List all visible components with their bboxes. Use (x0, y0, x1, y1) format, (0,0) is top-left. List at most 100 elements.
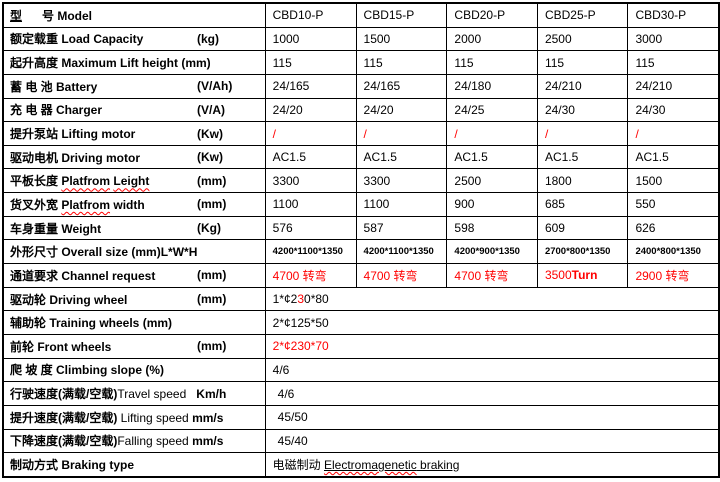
model-header-cell: CBD20-P (446, 2, 538, 28)
spec-value: 24/210 (536, 73, 629, 99)
model-header-cell: CBD25-P (536, 2, 629, 28)
table-row: 行驶速度(满载/空载)Travel speed Km/h 4/6 (2, 381, 720, 406)
spec-value: 4700 转弯 (264, 263, 357, 288)
spec-value: 550 (627, 192, 720, 217)
spec-value: 576 (264, 215, 357, 241)
spec-label-text: 提升泵站 Lifting motor (10, 127, 136, 142)
table-row: 提升速度(满载/空载) Lifting speed mm/s 45/50 (2, 404, 720, 430)
spec-label-text: 额定载重 Load Capacity (10, 32, 144, 47)
table-row: 货叉外宽 Platfrom width (mm) 1100 1100 900 685 550 (2, 192, 720, 217)
spec-label: 爬 坡 度 Climbing slope (%) (2, 357, 266, 383)
table-row: 外形尺寸 Overall size (mm)L*W*H 4200*1100*135… (2, 239, 720, 265)
spec-value: 626 (627, 215, 720, 241)
spec-label-text: 充 电 器 Charger (10, 103, 103, 118)
spec-value: 900 (446, 192, 538, 217)
spec-label: 充 电 器 Charger (V/A) (2, 97, 266, 123)
spec-value: 1100 (355, 192, 448, 217)
spec-label-text: 外形尺寸 Overall size (mm)L*W*H (10, 245, 198, 260)
table-row: 通道要求 Channel request (mm) 4700 转弯 4700 转弯 47… (2, 263, 720, 288)
spec-unit: (mm) (197, 292, 227, 306)
spec-unit: (V/Ah) (197, 79, 233, 94)
spec-value-merged: 45/50 (264, 404, 720, 430)
spec-value-merged: 4/6 (264, 357, 720, 383)
spec-value: 2900 转弯 (627, 263, 720, 288)
spec-label: 提升泵站 Lifting motor (Kw) (2, 121, 266, 146)
spec-label: 额定载重 Load Capacity (kg) (2, 26, 266, 52)
spec-value: 24/210 (627, 73, 720, 99)
spec-value-merged: 45/40 (264, 428, 720, 454)
spec-value: 1800 (536, 168, 629, 194)
spec-unit: (Kg) (197, 221, 221, 236)
spec-label: 前轮 Front wheels (mm) (2, 333, 266, 359)
spec-value: 2000 (446, 26, 538, 52)
table-row: 下降速度(满载/空载)Falling speed mm/s 45/40 (2, 428, 720, 454)
spec-value: 115 (264, 50, 357, 75)
spec-value: 587 (355, 215, 448, 241)
header-row: 型 号 Model CBD10-P CBD15-P CBD20-P CBD25-P CBD… (2, 2, 720, 28)
spec-value: 2700*800*1350 (536, 239, 629, 265)
spec-value: / (264, 121, 357, 146)
spec-unit: (mm) (197, 339, 227, 354)
spec-label: 货叉外宽 Platfrom width (mm) (2, 192, 266, 217)
spec-value-merged: 4/6 (264, 381, 720, 406)
table-row: 起升高度 Maximum Lift height (mm) 115 115 115 11… (2, 50, 720, 75)
spec-value: 24/20 (355, 97, 448, 123)
spec-label-text: 前轮 Front wheels (10, 339, 112, 354)
spec-value: 3300 (264, 168, 357, 194)
spec-value: 1500 (355, 26, 448, 52)
table-row: 前轮 Front wheels (mm) 2*¢230*70 (2, 333, 720, 359)
spec-label-text: 下降速度(满载/空载)Falling speed mm/s (10, 434, 224, 449)
spec-value: AC1.5 (627, 144, 720, 170)
spec-unit: (Kw) (197, 150, 223, 165)
table-row: 驱动电机 Driving motor (Kw) AC1.5 AC1.5 AC1.5 AC1… (2, 144, 720, 170)
spec-label-text: 车身重量 Weight (10, 221, 102, 236)
spec-label: 下降速度(满载/空载)Falling speed mm/s (2, 428, 266, 454)
spec-value: 2500 (536, 26, 629, 52)
spec-value: 1100 (264, 192, 357, 217)
table-row: 爬 坡 度 Climbing slope (%) 4/6 (2, 357, 720, 383)
spec-value: 2400*800*1350 (627, 239, 720, 265)
spec-value: 24/20 (264, 97, 357, 123)
spec-value: 1000 (264, 26, 357, 52)
table-row: 平板长度 Platfrom Leight (mm) 3300 3300 2500 1800… (2, 168, 720, 194)
spec-label-text: 制动方式 Braking type (10, 457, 135, 472)
spec-label-text: 通道要求 Channel request (10, 268, 156, 283)
spec-value: 3300 (355, 168, 448, 194)
table-row: 充 电 器 Charger (V/A) 24/20 24/20 24/25 24/30 24… (2, 97, 720, 123)
spec-label: 制动方式 Braking type (2, 452, 266, 478)
spec-label: 平板长度 Platfrom Leight (mm) (2, 168, 266, 194)
spec-value: 3500Turn (536, 263, 629, 288)
spec-value: 4700 转弯 (355, 263, 448, 288)
spec-unit: (V/A) (197, 102, 225, 117)
table-row: 辅助轮 Training wheels (mm) 2*¢125*50 (2, 310, 720, 335)
model-header-cell: CBD15-P (355, 2, 448, 28)
spec-value: AC1.5 (355, 144, 448, 170)
spec-label-text: 驱动电机 Driving motor (10, 150, 141, 165)
spec-label: 辅助轮 Training wheels (mm) (2, 310, 266, 335)
spec-value: 4200*1100*1350 (355, 239, 448, 265)
spec-value: 598 (446, 215, 538, 241)
spec-value: / (627, 121, 720, 146)
spec-label: 提升速度(满载/空载) Lifting speed mm/s (2, 404, 266, 430)
spec-value: AC1.5 (536, 144, 629, 170)
spec-value: 115 (446, 50, 538, 75)
spec-value: 4200*900*1350 (446, 239, 538, 265)
spec-unit: (mm) (197, 268, 227, 283)
spec-label-text: 起升高度 Maximum Lift height (mm) (10, 56, 211, 71)
spec-value: 2500 (446, 168, 538, 194)
table-row: 驱动轮 Driving wheel (mm) 1*¢230*80 (2, 286, 720, 312)
spec-label: 起升高度 Maximum Lift height (mm) (2, 50, 266, 75)
model-header-cell: CBD10-P (264, 2, 357, 28)
spec-value: 115 (536, 50, 629, 75)
spec-value-merged: 1*¢230*80 (264, 286, 720, 312)
table-row: 车身重量 Weight (Kg) 576 587 598 609 626 (2, 215, 720, 241)
spec-value: 685 (536, 192, 629, 217)
spec-value: 24/180 (446, 73, 538, 99)
spec-label-text: 驱动轮 Driving wheel (10, 292, 128, 307)
spec-value: / (536, 121, 629, 146)
spec-label-text: 型 号 Model (10, 8, 93, 23)
spec-value-merged: 电磁制动 Electromagenetic braking (264, 452, 720, 478)
spec-value: 609 (536, 215, 629, 241)
